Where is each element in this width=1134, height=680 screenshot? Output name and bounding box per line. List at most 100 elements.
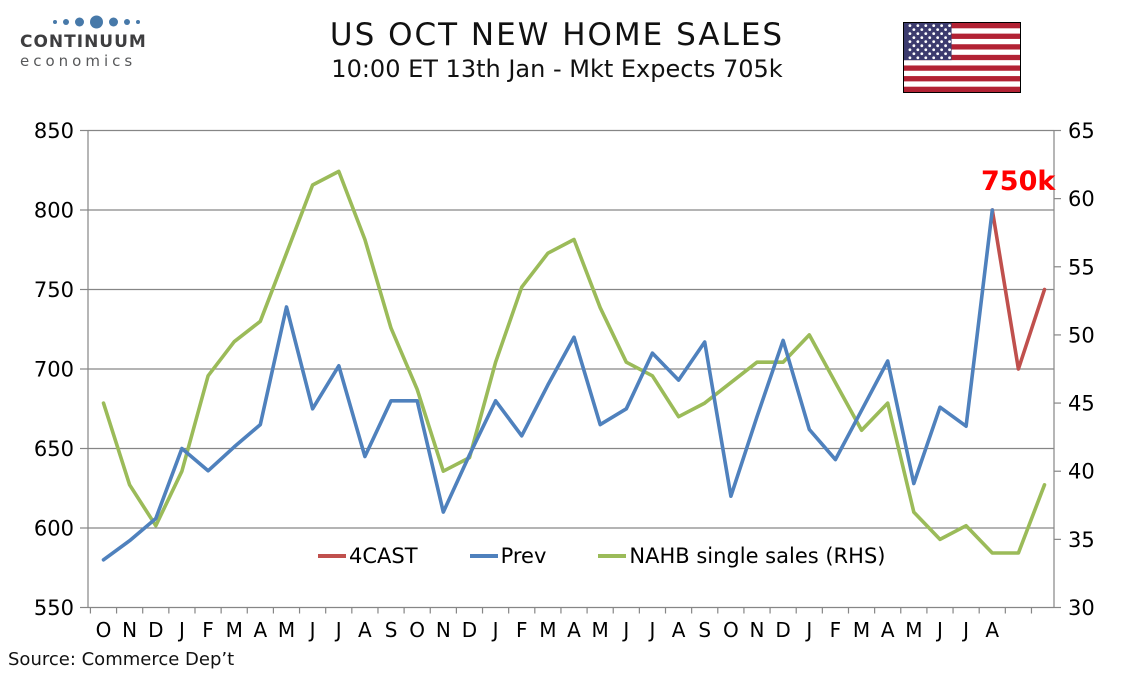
x-axis-label: J <box>491 618 499 642</box>
us-flag-part <box>924 56 928 60</box>
us-flag-part <box>904 54 1020 61</box>
x-axis-label: J <box>961 618 969 642</box>
logo-dot <box>53 20 57 24</box>
x-axis-label: M <box>592 618 609 642</box>
x-axis-label: J <box>621 618 629 642</box>
chart-legend: 4CAST Prev NAHB single sales (RHS) <box>318 544 885 568</box>
forecast-annotation: 750k <box>981 166 1056 197</box>
us-flag-part <box>940 32 944 36</box>
us-flag-part <box>912 28 916 32</box>
us-flag-part <box>920 44 924 48</box>
us-flag-part <box>944 44 947 48</box>
x-axis-label: J <box>334 618 342 642</box>
logo-dot <box>90 15 103 29</box>
us-flag-part <box>916 40 920 44</box>
chart-header: US OCT NEW HOME SALES 10:00 ET 13th Jan … <box>120 16 994 84</box>
legend-label-nahb: NAHB single sales (RHS) <box>629 544 886 568</box>
us-flag-part <box>924 48 928 52</box>
us-flag-part <box>940 24 944 27</box>
y-axis-label-left: 700 <box>34 358 74 382</box>
y-axis-label-left: 600 <box>34 517 74 541</box>
us-flag-part <box>936 36 940 40</box>
us-flag-part <box>928 44 932 48</box>
x-axis-label: F <box>202 618 214 642</box>
y-axis-label-right: 30 <box>1068 596 1095 620</box>
us-flag-part <box>928 28 932 32</box>
x-axis-label: O <box>96 618 112 642</box>
page-subtitle: 10:00 ET 13th Jan - Mkt Expects 705k <box>331 55 783 83</box>
legend-item-nahb: NAHB single sales (RHS) <box>598 544 885 568</box>
legend-swatch-prev-icon <box>469 554 498 558</box>
legend-label-4cast: 4CAST <box>349 544 418 568</box>
us-flag-part <box>936 44 940 48</box>
x-axis-label: D <box>462 618 477 642</box>
logo-dot <box>136 20 140 24</box>
logo-text-primary: CONTINUUM <box>20 32 147 52</box>
us-flag-part <box>904 60 1020 66</box>
y-axis-label-right: 60 <box>1068 187 1095 211</box>
x-axis-label: M <box>226 618 243 642</box>
us-flag-part <box>904 65 1020 72</box>
x-axis-label: A <box>672 618 686 642</box>
y-axis-label-right: 50 <box>1068 323 1095 347</box>
x-axis-label: D <box>148 618 163 642</box>
y-axis-label-left: 800 <box>34 199 74 223</box>
series-line-prev <box>101 208 995 562</box>
logo-text-secondary: economics <box>20 52 137 70</box>
series-line-4cast <box>990 208 1047 371</box>
logo-dot <box>75 17 84 27</box>
us-flag-part <box>904 28 1020 34</box>
us-flag-part <box>916 24 920 27</box>
logo-dot <box>124 19 130 25</box>
legend-label-prev: Prev <box>500 544 547 568</box>
us-flag-part <box>928 52 932 56</box>
x-axis-label: A <box>567 618 581 642</box>
us-flag-part <box>912 52 916 56</box>
us-flag-part <box>903 22 1021 93</box>
us-flag-part <box>932 48 936 52</box>
us-flag-part <box>920 28 924 32</box>
x-axis-label: D <box>775 618 790 642</box>
us-flag-part <box>936 28 940 32</box>
us-flag-part <box>904 86 1020 93</box>
x-axis-label: J <box>804 618 812 642</box>
y-axis-label-right: 65 <box>1068 119 1095 143</box>
logo-dot <box>109 17 118 27</box>
us-flag-part <box>904 38 1020 45</box>
y-axis-label-right: 40 <box>1068 460 1095 484</box>
page-title: US OCT NEW HOME SALES <box>329 17 785 53</box>
us-flag-part <box>916 56 920 60</box>
us-flag-part <box>944 52 947 56</box>
x-axis-label: A <box>881 618 895 642</box>
y-axis-label-left: 550 <box>34 596 74 620</box>
us-flag-part <box>932 40 936 44</box>
x-axis-label: F <box>830 618 842 642</box>
x-axis-label: A <box>253 618 267 642</box>
x-axis-label: J <box>647 618 655 642</box>
us-flag-part <box>936 52 940 56</box>
us-flag-part <box>908 56 912 60</box>
x-axis-label: J <box>177 618 185 642</box>
us-flag-part <box>920 52 924 56</box>
x-axis-label: M <box>905 618 922 642</box>
us-flag-part <box>908 40 912 44</box>
us-flag-part <box>912 36 916 40</box>
legend-swatch-nahb-icon <box>598 554 627 558</box>
x-axis-label: M <box>853 618 870 642</box>
x-axis-label: J <box>935 618 943 642</box>
us-flag-part <box>948 40 951 44</box>
x-axis-label: M <box>539 618 556 642</box>
y-axis-label-right: 35 <box>1068 528 1095 552</box>
series-line-nahb <box>101 169 1047 555</box>
us-flag-part <box>932 32 936 36</box>
us-flag-part <box>904 49 1020 56</box>
us-flag-part <box>912 44 916 48</box>
x-axis-label: A <box>985 618 999 642</box>
x-axis-label: N <box>436 618 451 642</box>
us-flag-part <box>904 70 1020 77</box>
x-axis-label: S <box>385 618 398 642</box>
x-axis-label: O <box>409 618 425 642</box>
x-axis-label: F <box>516 618 528 642</box>
us-flag-part <box>904 76 1020 82</box>
